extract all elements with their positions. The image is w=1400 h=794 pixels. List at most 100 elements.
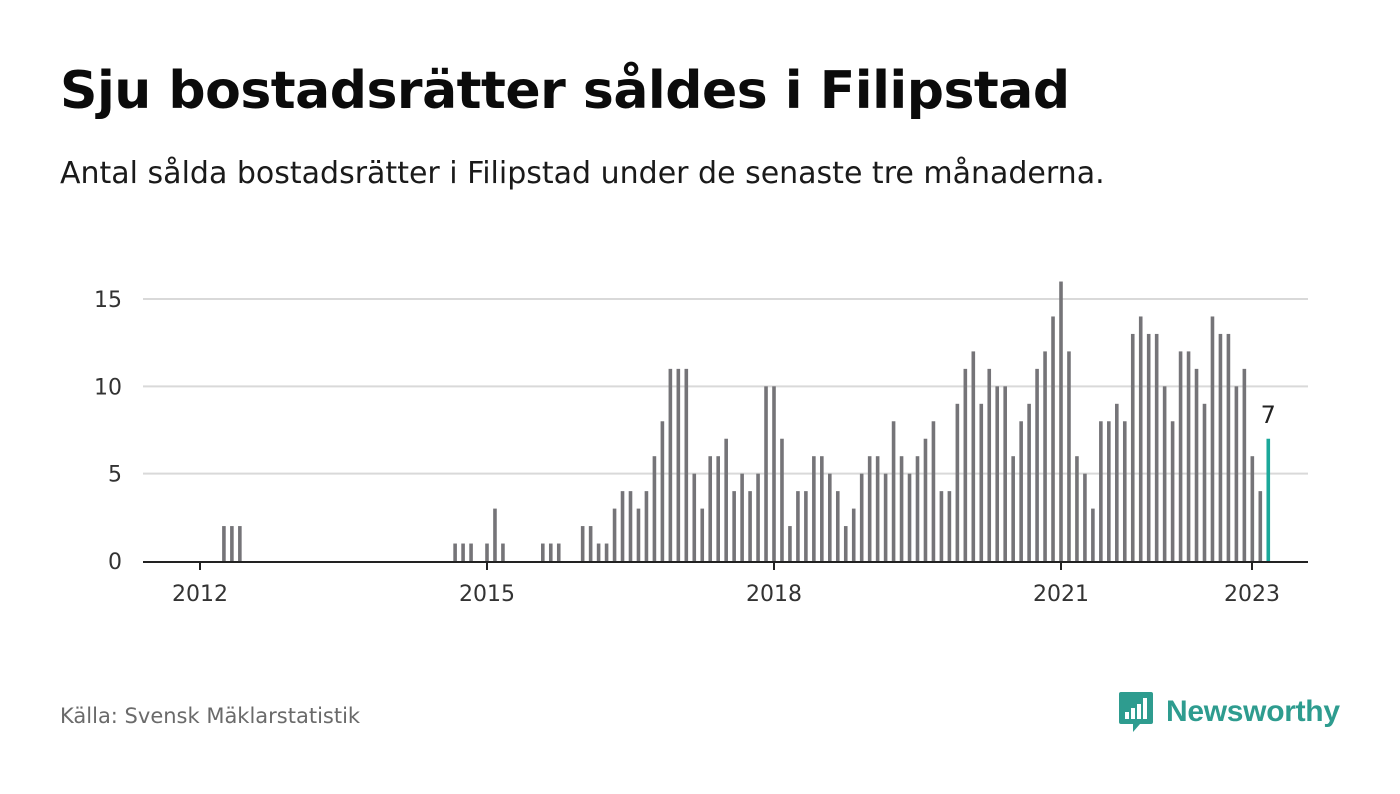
bars	[222, 281, 1271, 561]
bar	[923, 438, 928, 561]
bar	[1226, 333, 1231, 561]
bar	[692, 473, 697, 561]
bar	[1027, 403, 1031, 561]
bar	[1178, 351, 1183, 561]
bar	[748, 491, 752, 561]
bar-chart: 0 5 10 15 7 2012 2015 2018 2021 2023	[94, 281, 1308, 607]
bar	[541, 543, 545, 561]
bar	[867, 456, 872, 561]
bar	[995, 386, 1000, 561]
bar	[588, 526, 593, 561]
chart-subtitle: Antal sålda bostadsrätter i Filipstad un…	[60, 156, 1105, 191]
bar	[620, 491, 625, 561]
bar	[1250, 456, 1255, 561]
x-tick-label: 2015	[459, 582, 515, 607]
bar	[461, 543, 465, 561]
bar	[764, 386, 768, 561]
bar	[963, 368, 968, 561]
bar	[1051, 316, 1055, 561]
bar	[843, 526, 848, 561]
bar	[230, 526, 234, 561]
bar	[1091, 508, 1095, 561]
bar	[700, 508, 705, 561]
bar	[1186, 351, 1191, 561]
bar	[1218, 333, 1223, 561]
bar	[859, 473, 864, 561]
bar	[788, 526, 792, 561]
bar	[660, 421, 665, 561]
bar	[1115, 403, 1119, 561]
bar	[891, 421, 896, 561]
bar	[724, 438, 728, 561]
x-tick-label: 2021	[1033, 582, 1089, 607]
bar	[493, 508, 497, 561]
bar	[1035, 368, 1039, 561]
bar	[931, 421, 936, 561]
bar	[1154, 333, 1159, 561]
logo-text: Newsworthy	[1166, 695, 1340, 728]
bar	[947, 491, 952, 561]
bar	[1011, 456, 1015, 561]
bar	[1258, 491, 1263, 561]
bar	[979, 403, 984, 561]
bar	[708, 456, 713, 561]
bar	[772, 386, 776, 561]
bar	[835, 491, 840, 561]
y-tick-label: 0	[108, 550, 122, 575]
bar	[222, 526, 226, 561]
bar	[812, 456, 816, 561]
bar	[820, 456, 824, 561]
bar	[1194, 368, 1199, 561]
bar	[987, 368, 992, 561]
x-tick-label: 2018	[746, 582, 802, 607]
bar	[875, 456, 880, 561]
x-tick-label: 2023	[1224, 582, 1280, 607]
bar	[939, 491, 944, 561]
x-tick-label: 2012	[172, 582, 228, 607]
bar	[732, 491, 736, 561]
y-tick-label: 5	[108, 463, 122, 488]
axis-labels: 0 5 10 15 7 2012 2015 2018 2021 2023	[94, 288, 1280, 607]
bar	[684, 368, 689, 561]
bar	[1107, 421, 1111, 561]
bar	[1146, 333, 1151, 561]
bar	[907, 473, 912, 561]
bar	[1059, 281, 1063, 561]
bar	[580, 526, 585, 561]
bar	[716, 456, 720, 561]
y-tick-label: 10	[94, 375, 122, 400]
bar	[1083, 473, 1087, 561]
bar	[238, 526, 242, 561]
last-value-label: 7	[1261, 401, 1276, 429]
bar	[556, 543, 561, 561]
bar	[828, 473, 832, 561]
bar	[756, 473, 760, 561]
bar	[636, 508, 641, 561]
bar	[676, 368, 681, 561]
bar	[1234, 386, 1239, 561]
chart-title: Sju bostadsrätter såldes i Filipstad	[60, 61, 1070, 121]
y-tick-label: 15	[94, 288, 122, 313]
bar	[501, 543, 505, 561]
bar	[1162, 386, 1167, 561]
bar	[644, 491, 649, 561]
bar	[1019, 421, 1023, 561]
bar	[796, 491, 800, 561]
bar	[915, 456, 920, 561]
bar	[628, 491, 633, 561]
bar	[668, 368, 673, 561]
bar	[1242, 368, 1247, 561]
bar	[1202, 403, 1207, 561]
bar	[899, 456, 904, 561]
bar	[1075, 456, 1079, 561]
bar	[883, 473, 888, 561]
bar	[851, 508, 856, 561]
source-note: Källa: Svensk Mäklarstatistik	[60, 704, 361, 728]
bar	[1122, 421, 1127, 561]
newsworthy-logo: Newsworthy	[1118, 690, 1340, 734]
bar	[1067, 351, 1071, 561]
axes	[143, 561, 1308, 570]
bar	[955, 403, 960, 561]
bar	[804, 491, 808, 561]
bar	[485, 543, 489, 561]
